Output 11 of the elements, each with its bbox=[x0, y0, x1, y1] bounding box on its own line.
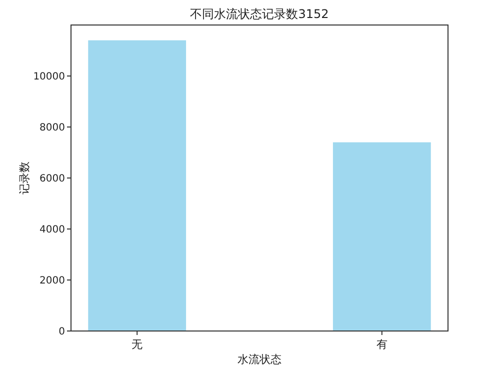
y-axis-title: 记录数 bbox=[18, 162, 31, 194]
y-tick-label: 10000 bbox=[33, 72, 65, 82]
y-tick-label: 4000 bbox=[40, 224, 65, 236]
chart-title: 不同水流状态记录数3152 bbox=[190, 7, 329, 21]
y-tick-label: 8000 bbox=[40, 122, 65, 134]
x-tick-label: 无 bbox=[132, 338, 143, 351]
x-axis-title: 水流状态 bbox=[238, 353, 282, 366]
y-tick-label: 2000 bbox=[40, 276, 65, 286]
x-tick-label: 有 bbox=[376, 338, 388, 351]
y-tick-label: 0 bbox=[58, 326, 65, 338]
y-tick-label: 6000 bbox=[40, 174, 65, 184]
